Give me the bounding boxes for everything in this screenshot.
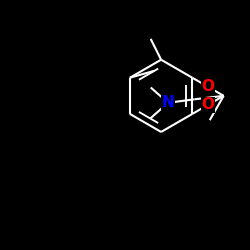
Text: N: N [162,95,174,110]
Text: O: O [202,79,214,94]
Text: O: O [202,97,214,112]
